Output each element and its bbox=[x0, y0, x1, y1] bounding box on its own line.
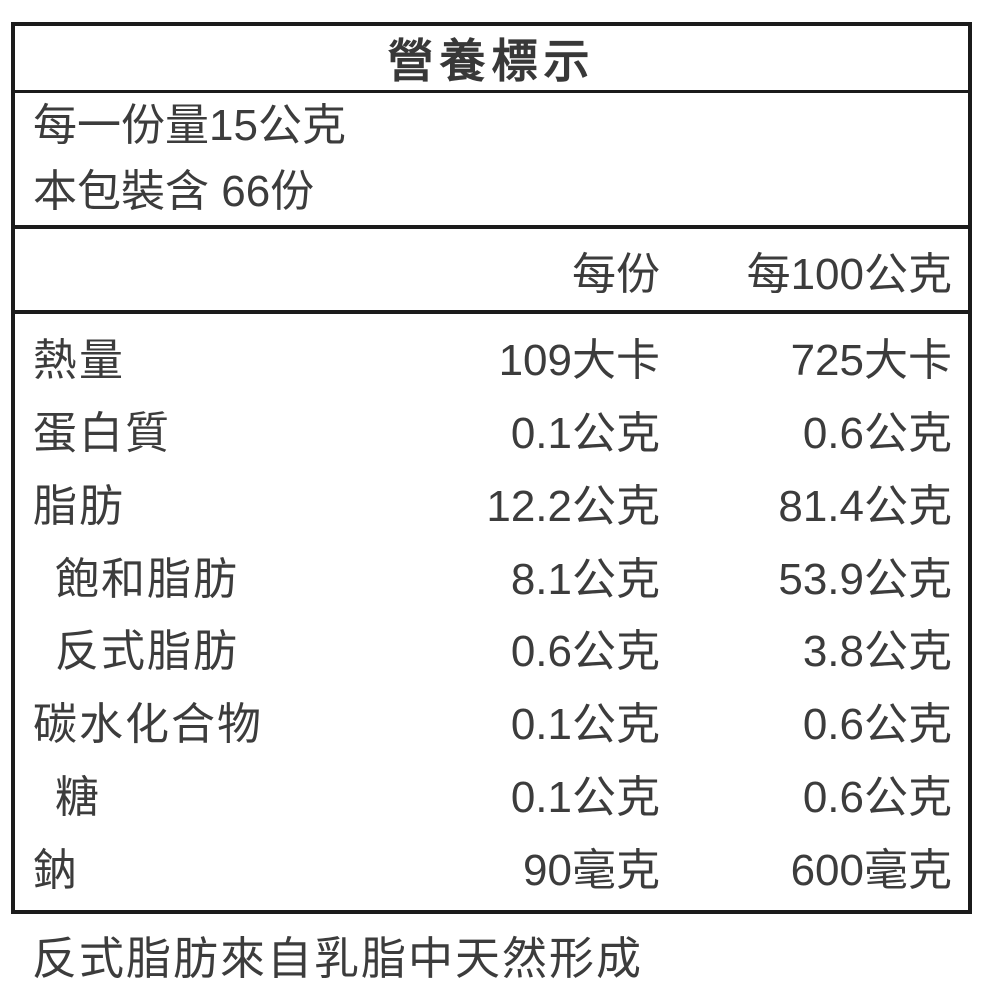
nutrient-value-per-100g: 53.9公克 bbox=[778, 554, 952, 604]
table-title: 營養標示 bbox=[387, 35, 596, 87]
nutrient-value-per-100g: 600毫克 bbox=[790, 845, 952, 895]
nutrient-name: 反式脂肪 bbox=[55, 627, 239, 677]
column-header-per-100g: 每100公克 bbox=[746, 249, 952, 299]
nutrient-name: 鈉 bbox=[33, 845, 79, 895]
trans-fat-footnote: 反式脂肪來自乳脂中天然形成 bbox=[32, 933, 644, 984]
nutrient-row: 反式脂肪 0.6公克 3.8公克 bbox=[15, 615, 968, 679]
column-header-row: 每份 每100公克 bbox=[15, 229, 968, 314]
nutrient-name: 碳水化合物 bbox=[33, 700, 263, 750]
nutrient-row: 碳水化合物 0.1公克 0.6公克 bbox=[15, 688, 968, 752]
nutrient-value-per-100g: 725大卡 bbox=[790, 336, 952, 386]
nutrient-value-per-100g: 81.4公克 bbox=[778, 481, 952, 531]
nutrient-row: 鈉 90毫克 600毫克 bbox=[15, 834, 968, 898]
nutrition-facts-table: 營養標示 每一份量15公克 本包裝含 66份 每份 每100公克 熱量 109大卡… bbox=[11, 22, 972, 914]
nutrient-value-per-serving: 109大卡 bbox=[498, 336, 660, 386]
nutrient-value-per-serving: 12.2公克 bbox=[486, 481, 660, 531]
nutrient-value-per-serving: 0.1公克 bbox=[510, 409, 660, 459]
nutrient-row: 蛋白質 0.1公克 0.6公克 bbox=[15, 397, 968, 461]
nutrient-value-per-100g: 0.6公克 bbox=[802, 409, 952, 459]
nutrient-value-per-serving: 0.6公克 bbox=[510, 627, 660, 677]
nutrient-value-per-100g: 0.6公克 bbox=[802, 700, 952, 750]
column-header-per-serving: 每份 bbox=[572, 249, 660, 299]
nutrient-value-per-serving: 90毫克 bbox=[523, 845, 660, 895]
servings-per-package-text: 本包裝含 66份 bbox=[33, 167, 315, 216]
nutrient-name: 熱量 bbox=[33, 336, 125, 386]
nutrient-rows-container: 熱量 109大卡 725大卡 蛋白質 0.1公克 0.6公克 脂肪 12.2公克 81.4公克飽… bbox=[15, 314, 968, 910]
nutrient-name: 飽和脂肪 bbox=[55, 554, 239, 604]
nutrient-name: 脂肪 bbox=[33, 481, 125, 531]
nutrient-value-per-serving: 8.1公克 bbox=[510, 554, 660, 604]
nutrient-row: 糖 0.1公克 0.6公克 bbox=[15, 761, 968, 825]
nutrient-name: 糖 bbox=[55, 772, 101, 822]
serving-size-text: 每一份量15公克 bbox=[33, 101, 346, 150]
nutrient-value-per-serving: 0.1公克 bbox=[510, 700, 660, 750]
serving-info-section: 每一份量15公克 本包裝含 66份 bbox=[15, 93, 968, 229]
nutrient-row: 脂肪 12.2公克 81.4公克 bbox=[15, 470, 968, 534]
nutrient-row: 飽和脂肪 8.1公克 53.9公克 bbox=[15, 543, 968, 607]
nutrient-value-per-100g: 3.8公克 bbox=[802, 627, 952, 677]
nutrient-row: 熱量 109大卡 725大卡 bbox=[15, 324, 968, 388]
table-title-row: 營養標示 bbox=[15, 26, 968, 93]
nutrient-value-per-100g: 0.6公克 bbox=[802, 772, 952, 822]
nutrient-name: 蛋白質 bbox=[33, 409, 171, 459]
nutrient-value-per-serving: 0.1公克 bbox=[510, 772, 660, 822]
